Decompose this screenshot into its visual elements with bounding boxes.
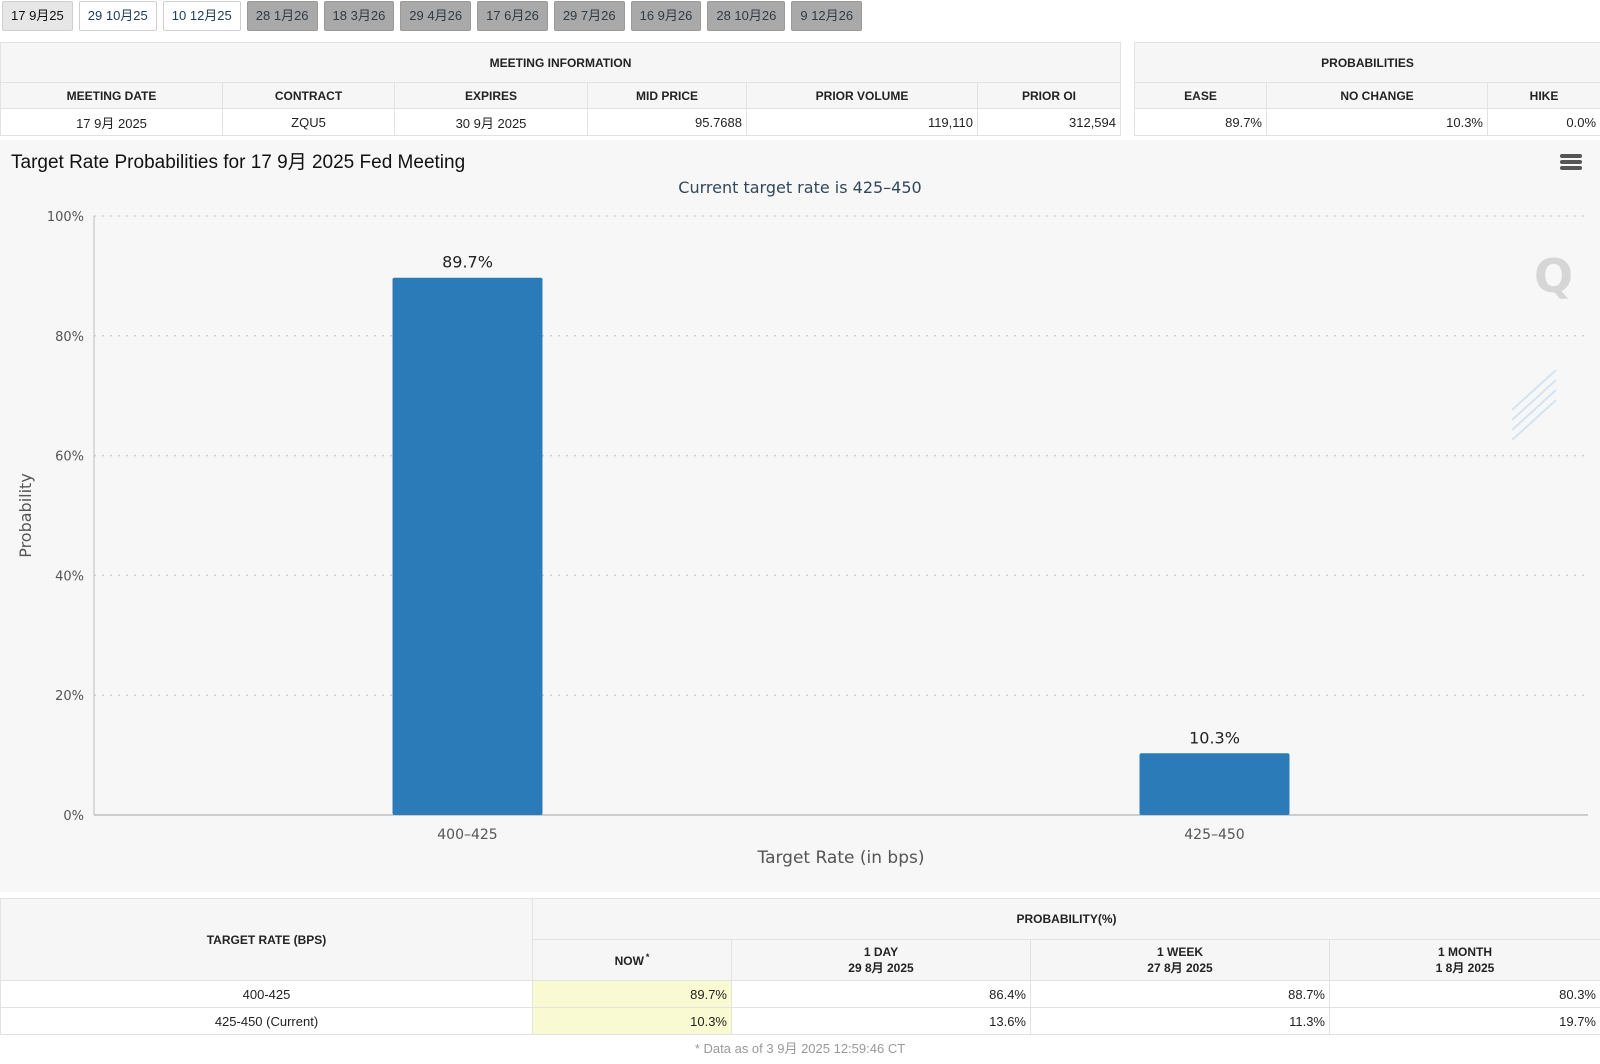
probabilities-table: PROBABILITIES EASE NO CHANGE HIKE 89.7% … xyxy=(1133,42,1600,136)
expires-value: 30 9月 2025 xyxy=(394,108,588,136)
tab-meeting-6[interactable]: 17 6月26 xyxy=(477,1,548,31)
col-header-expires: EXPIRES xyxy=(394,82,588,109)
chart-title: Target Rate Probabilities for 17 9月 2025… xyxy=(11,152,466,173)
prior-volume-value: 119,110 xyxy=(746,108,978,136)
col-header-meeting-date: MEETING DATE xyxy=(0,82,223,109)
meeting-date-value: 17 9月 2025 xyxy=(0,108,223,136)
tab-meeting-8[interactable]: 16 9月26 xyxy=(630,1,702,31)
hike-value: 0.0% xyxy=(1486,108,1600,136)
y-tick-label: 0% xyxy=(63,809,84,824)
x-axis-title: Target Rate (in bps) xyxy=(757,848,925,868)
y-tick-label: 40% xyxy=(55,569,84,584)
tab-meeting-5[interactable]: 29 4月26 xyxy=(400,1,472,31)
y-tick-label: 100% xyxy=(47,210,84,225)
one-week-cell: 11.3% xyxy=(1030,1007,1330,1035)
probabilities-title: PROBABILITIES xyxy=(1133,42,1600,83)
col-header-hike: HIKE xyxy=(1486,82,1600,109)
one-month-cell: 19.7% xyxy=(1329,1007,1600,1035)
tab-meeting-0[interactable]: 17 9月25 xyxy=(2,1,73,31)
col-header-prior-oi: PRIOR OI xyxy=(977,82,1121,109)
one-day-header: 1 DAY 29 8月 2025 xyxy=(731,939,1031,981)
q-logo-icon: Q xyxy=(1511,249,1573,441)
one-day-cell: 13.6% xyxy=(731,1007,1031,1035)
y-axis-title: Probability xyxy=(16,473,35,558)
bar xyxy=(392,277,543,815)
one-month-header: 1 MONTH 1 8月 2025 xyxy=(1329,939,1600,981)
one-month-cell: 80.3% xyxy=(1329,980,1600,1008)
target-rate-cell: 425-450 (Current) xyxy=(0,1007,533,1035)
probability-history-table: TARGET RATE (BPS) PROBABILITY(%) NOW * 1 … xyxy=(0,898,1600,1035)
y-tick-label: 20% xyxy=(55,689,84,704)
no-change-value: 10.3% xyxy=(1266,108,1488,136)
mid-price-value: 95.7688 xyxy=(587,108,747,136)
probability-group-header: PROBABILITY(%) xyxy=(532,898,1600,940)
x-tick-label: 425–450 xyxy=(1184,827,1244,843)
contract-value: ZQU5 xyxy=(222,108,395,136)
col-header-ease: EASE xyxy=(1134,82,1267,109)
tab-meeting-10[interactable]: 9 12月26 xyxy=(791,1,863,31)
tab-meeting-4[interactable]: 18 3月26 xyxy=(323,1,395,31)
prior-oi-value: 312,594 xyxy=(977,108,1121,136)
bar-chart: Q 0% 20% 40% 60% 80% 100% 89.7% 400–425 10.3% 425… xyxy=(16,210,1588,868)
bar-data-label: 89.7% xyxy=(442,253,493,272)
one-day-cell: 86.4% xyxy=(731,980,1031,1008)
tab-meeting-1[interactable]: 29 10月25 xyxy=(78,1,157,31)
bar-data-label: 10.3% xyxy=(1189,728,1240,747)
one-week-cell: 88.7% xyxy=(1030,980,1330,1008)
now-header: NOW * xyxy=(532,939,732,981)
meeting-info-row: 17 9月 2025 ZQU5 30 9月 2025 95.7688 119,1… xyxy=(0,108,1121,136)
meeting-info-title: MEETING INFORMATION xyxy=(0,42,1121,83)
col-header-prior-volume: PRIOR VOLUME xyxy=(746,82,978,109)
probabilities-row: 89.7% 10.3% 0.0% xyxy=(1134,108,1600,136)
now-cell: 10.3% xyxy=(532,1007,732,1035)
y-tick-label: 80% xyxy=(55,330,84,345)
table-row: 400-425 89.7% 86.4% 88.7% 80.3% xyxy=(0,980,1600,1008)
ease-value: 89.7% xyxy=(1134,108,1267,136)
meeting-info-table: MEETING INFORMATION MEETING DATE CONTRAC… xyxy=(0,42,1121,136)
col-header-mid-price: MID PRICE xyxy=(587,82,747,109)
one-week-header: 1 WEEK 27 8月 2025 xyxy=(1030,939,1330,981)
chart-container: Target Rate Probabilities for 17 9月 2025… xyxy=(0,140,1600,892)
data-timestamp-footnote: * Data as of 3 9月 2025 12:59:46 CT xyxy=(694,1041,906,1056)
bar xyxy=(1139,753,1290,815)
col-header-no-change: NO CHANGE xyxy=(1266,82,1488,109)
y-tick-label: 60% xyxy=(55,450,84,465)
tab-meeting-3[interactable]: 28 1月26 xyxy=(246,1,318,31)
svg-text:Q: Q xyxy=(1534,249,1573,303)
tab-meeting-2[interactable]: 10 12月25 xyxy=(162,1,241,31)
meeting-date-tabs: 17 9月25 29 10月25 10 12月25 28 1月26 18 3月2… xyxy=(2,1,863,31)
col-header-contract: CONTRACT xyxy=(222,82,395,109)
now-cell: 89.7% xyxy=(532,980,732,1008)
chart-subtitle: Current target rate is 425–450 xyxy=(678,178,922,197)
tab-meeting-7[interactable]: 29 7月26 xyxy=(553,1,625,31)
target-rate-cell: 400-425 xyxy=(0,980,533,1008)
tab-meeting-9[interactable]: 28 10月26 xyxy=(707,1,786,31)
table-row: 425-450 (Current) 10.3% 13.6% 11.3% 19.7… xyxy=(0,1007,1600,1035)
x-tick-label: 400–425 xyxy=(437,827,497,843)
hamburger-menu-icon[interactable] xyxy=(1560,154,1582,174)
target-rate-header: TARGET RATE (BPS) xyxy=(0,898,533,981)
